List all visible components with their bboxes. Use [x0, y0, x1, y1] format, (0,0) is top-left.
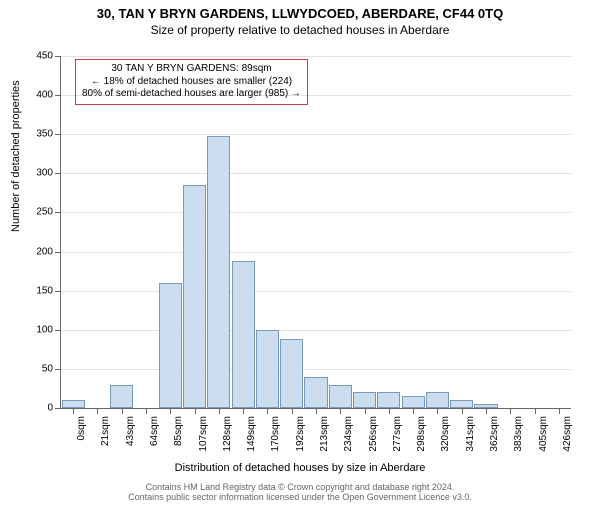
x-tick-label: 362sqm: [489, 416, 500, 452]
y-tick-label: 400: [36, 90, 53, 101]
x-tick: [73, 408, 74, 414]
x-tick-label: 213sqm: [319, 416, 330, 452]
y-tick-label: 350: [36, 129, 53, 140]
y-tick: [55, 252, 61, 253]
y-tick-label: 450: [36, 51, 53, 62]
x-tick: [316, 408, 317, 414]
histogram-bar: [159, 283, 182, 408]
annotation-box: 30 TAN Y BRYN GARDENS: 89sqm ← 18% of de…: [75, 59, 308, 105]
y-tick-label: 50: [42, 363, 53, 374]
x-tick-label: 170sqm: [270, 416, 281, 452]
grid-line: [61, 212, 571, 213]
x-tick: [510, 408, 511, 414]
x-tick-label: 234sqm: [343, 416, 354, 452]
x-tick-label: 64sqm: [149, 416, 160, 446]
x-tick: [559, 408, 560, 414]
plot-area: 0501001502002503003504004500sqm21sqm43sq…: [60, 56, 571, 409]
x-tick: [413, 408, 414, 414]
chart-subtitle: Size of property relative to detached ho…: [0, 23, 600, 37]
x-tick-label: 128sqm: [222, 416, 233, 452]
y-tick-label: 150: [36, 285, 53, 296]
footer-line1: Contains HM Land Registry data © Crown c…: [0, 482, 600, 492]
y-tick: [55, 369, 61, 370]
histogram-bar: [280, 339, 303, 408]
histogram-bar: [256, 330, 279, 408]
histogram-bar: [402, 396, 425, 408]
x-tick-label: 298sqm: [416, 416, 427, 452]
x-tick-label: 405sqm: [538, 416, 549, 452]
histogram-bar: [377, 392, 400, 408]
histogram-bar: [426, 392, 449, 408]
y-tick-label: 300: [36, 168, 53, 179]
x-tick-label: 256sqm: [368, 416, 379, 452]
x-tick-label: 383sqm: [513, 416, 524, 452]
y-tick: [55, 330, 61, 331]
x-tick: [122, 408, 123, 414]
histogram-bar: [304, 377, 327, 408]
x-tick: [97, 408, 98, 414]
x-tick-label: 0sqm: [76, 416, 87, 440]
x-tick-label: 320sqm: [440, 416, 451, 452]
x-tick: [389, 408, 390, 414]
x-tick-label: 277sqm: [392, 416, 403, 452]
x-tick: [462, 408, 463, 414]
grid-line: [61, 173, 571, 174]
x-tick: [195, 408, 196, 414]
y-tick: [55, 408, 61, 409]
y-tick-label: 250: [36, 207, 53, 218]
annotation-line3: 80% of semi-detached houses are larger (…: [82, 88, 301, 101]
x-tick: [146, 408, 147, 414]
x-tick: [535, 408, 536, 414]
histogram-bar: [329, 385, 352, 408]
histogram-bar: [207, 136, 230, 408]
x-tick: [292, 408, 293, 414]
chart-title: 30, TAN Y BRYN GARDENS, LLWYDCOED, ABERD…: [0, 6, 600, 21]
histogram-bar: [110, 385, 133, 408]
x-tick-label: 107sqm: [198, 416, 209, 452]
y-tick: [55, 56, 61, 57]
grid-line: [61, 291, 571, 292]
footer: Contains HM Land Registry data © Crown c…: [0, 482, 600, 502]
y-tick: [55, 134, 61, 135]
x-tick-label: 192sqm: [295, 416, 306, 452]
x-tick: [486, 408, 487, 414]
annotation-line2: ← 18% of detached houses are smaller (22…: [82, 76, 301, 89]
annotation-line1: 30 TAN Y BRYN GARDENS: 89sqm: [82, 63, 301, 76]
grid-line: [61, 252, 571, 253]
x-tick: [437, 408, 438, 414]
x-axis-label: Distribution of detached houses by size …: [0, 462, 600, 474]
x-tick: [340, 408, 341, 414]
y-tick: [55, 212, 61, 213]
x-tick: [267, 408, 268, 414]
grid-line: [61, 134, 571, 135]
x-tick-label: 149sqm: [246, 416, 257, 452]
histogram-bar: [450, 400, 473, 408]
x-tick-label: 43sqm: [125, 416, 136, 446]
x-tick-label: 21sqm: [100, 416, 111, 446]
x-tick-label: 85sqm: [173, 416, 184, 446]
y-axis-label: Number of detached properties: [10, 80, 22, 232]
footer-line2: Contains public sector information licen…: [0, 492, 600, 502]
histogram-bar: [353, 392, 376, 408]
x-tick: [170, 408, 171, 414]
y-tick: [55, 173, 61, 174]
histogram-bar: [232, 261, 255, 408]
x-tick: [365, 408, 366, 414]
x-tick: [219, 408, 220, 414]
y-tick: [55, 291, 61, 292]
x-tick-label: 341sqm: [465, 416, 476, 452]
y-tick-label: 200: [36, 246, 53, 257]
grid-line: [61, 56, 571, 57]
y-tick: [55, 95, 61, 96]
grid-line: [61, 330, 571, 331]
histogram-bar: [62, 400, 85, 408]
y-tick-label: 0: [47, 403, 53, 414]
x-tick-label: 426sqm: [562, 416, 573, 452]
x-tick: [243, 408, 244, 414]
y-tick-label: 100: [36, 324, 53, 335]
grid-line: [61, 369, 571, 370]
histogram-bar: [183, 185, 206, 408]
